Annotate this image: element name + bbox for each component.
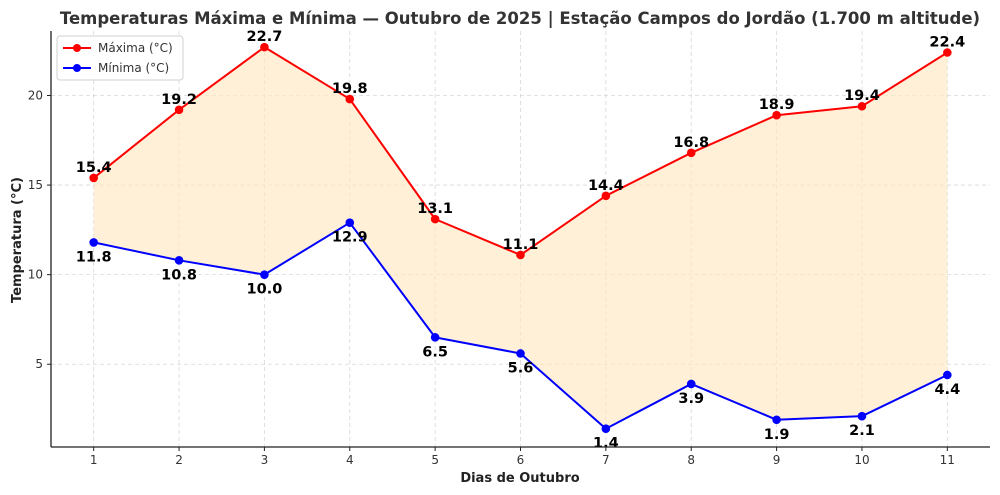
data-label: 4.4 [934,382,960,398]
data-label: 19.4 [844,88,880,104]
data-point [345,94,355,104]
data-label: 1.9 [764,427,790,443]
y-axis-label: Temperatura (°C) [10,177,25,303]
data-point [686,148,696,158]
x-tick-label: 1 [90,453,98,467]
data-point [772,415,781,425]
data-point [772,110,781,120]
data-point [857,411,867,421]
data-point [174,105,184,115]
data-label: 10.8 [161,267,197,283]
data-label: 14.4 [588,178,624,194]
data-point [686,379,696,389]
legend-item-minima: Mínima (°C) [63,61,169,75]
data-label: 1.4 [593,436,619,452]
legend-item-maxima: Máxima (°C) [63,41,173,55]
x-tick-label: 4 [346,453,354,467]
legend: Máxima (°C) Mínima (°C) [56,35,184,81]
data-label: 5.6 [508,360,534,376]
data-label: 22.7 [247,29,283,45]
y-axis-ticks: 5 10 15 20 [28,88,51,371]
x-tick-label: 6 [517,453,525,467]
y-tick-label: 5 [35,357,43,371]
data-label: 16.8 [673,135,709,151]
x-tick-label: 10 [854,453,869,467]
data-point [516,349,525,358]
data-point [345,218,355,227]
data-point [601,424,611,434]
y-tick-label: 10 [28,268,43,282]
data-label: 19.8 [332,81,368,97]
range-fill-area [93,47,948,429]
x-tick-label: 9 [773,453,781,467]
data-point [430,214,440,224]
data-label: 13.1 [417,201,453,217]
data-point [260,270,269,279]
data-label: 22.4 [929,34,965,50]
legend-marker-minima-icon [73,64,81,72]
data-label: 10.0 [247,282,283,298]
data-point [601,191,611,201]
legend-marker-maxima-icon [73,44,81,52]
x-tick-label: 11 [940,453,955,467]
x-axis-label: Dias de Outubro [460,471,579,486]
x-tick-label: 8 [687,453,695,467]
data-point [430,333,440,342]
data-point [857,101,867,111]
data-label: 2.1 [849,423,875,439]
data-point [89,238,98,247]
data-label: 3.9 [678,391,704,407]
x-tick-label: 3 [261,453,269,467]
data-label: 11.1 [503,237,539,253]
legend-label-minima: Mínima (°C) [98,61,169,75]
data-point [516,250,525,260]
x-tick-label: 7 [602,453,610,467]
data-label: 6.5 [422,344,448,360]
chart-title: Temperaturas Máxima e Mínima — Outubro d… [60,9,980,29]
data-labels: 15.4 19.2 22.7 19.8 13.1 11.1 14.4 16.8 18.9 19.4… [76,29,965,452]
series-lines [89,42,952,434]
x-tick-label: 5 [431,453,439,467]
data-label: 18.9 [759,97,795,113]
data-label: 15.4 [76,160,112,176]
y-tick-label: 20 [28,88,43,102]
x-tick-label: 2 [175,453,183,467]
data-point [174,256,184,265]
data-label: 11.8 [76,249,112,265]
data-point [260,42,269,52]
x-axis-ticks: 1 2 3 4 5 6 7 8 9 10 11 [90,447,955,467]
y-tick-label: 15 [28,178,43,192]
data-point [943,48,952,57]
data-point [943,370,952,380]
legend-label-maxima: Máxima (°C) [98,41,173,55]
data-point [89,173,98,183]
data-label: 12.9 [332,230,368,246]
data-label: 19.2 [161,92,197,108]
